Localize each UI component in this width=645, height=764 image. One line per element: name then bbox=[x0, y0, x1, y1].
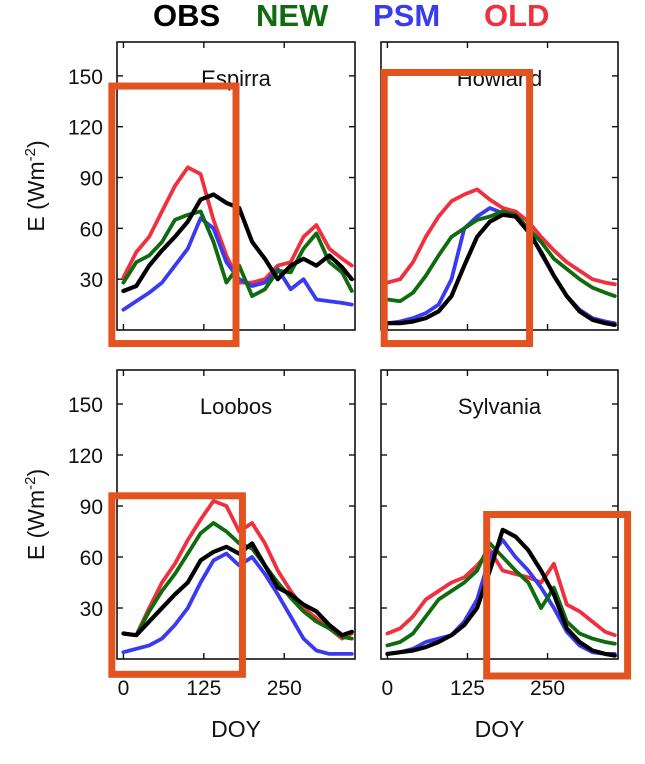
series-line-psm bbox=[121, 551, 354, 656]
legend: OBS NEW PSM OLD bbox=[0, 0, 645, 36]
panel-title: Loobos bbox=[200, 394, 272, 419]
x-tick-label: 125 bbox=[450, 677, 485, 700]
series-group bbox=[385, 187, 617, 327]
x-tick-label: 250 bbox=[530, 677, 565, 700]
y-tick-label: 150 bbox=[68, 394, 103, 417]
y-tick-label: 120 bbox=[68, 117, 103, 140]
panel-frame bbox=[116, 369, 356, 660]
series-line-new bbox=[121, 521, 354, 641]
legend-old: OLD bbox=[484, 0, 550, 33]
legend-new: NEW bbox=[256, 0, 329, 33]
legend-psm: PSM bbox=[373, 0, 441, 33]
series-line-psm bbox=[385, 538, 617, 656]
series-line-old bbox=[385, 548, 617, 638]
x-tick-label: 0 bbox=[118, 677, 130, 700]
y-axis-label: E (Wm-2) bbox=[22, 140, 49, 231]
y-tick-label: 60 bbox=[80, 218, 103, 241]
y-tick-label: 90 bbox=[80, 168, 103, 191]
y-tick-label: 120 bbox=[68, 445, 103, 468]
x-tick-label: 250 bbox=[267, 677, 302, 700]
y-tick-label: 90 bbox=[80, 496, 103, 519]
highlight-box bbox=[380, 68, 534, 348]
series-line-old bbox=[385, 187, 617, 287]
y-tick-label: 150 bbox=[68, 66, 103, 89]
series-line-new bbox=[385, 541, 617, 648]
x-axis-label: DOY bbox=[211, 716, 261, 742]
series-line-obs bbox=[385, 527, 617, 658]
series-group bbox=[385, 527, 617, 658]
x-tick-label: 0 bbox=[382, 677, 394, 700]
highlight-box bbox=[108, 82, 240, 348]
legend-obs: OBS bbox=[153, 0, 221, 33]
y-tick-label: 30 bbox=[80, 269, 103, 292]
series-line-new bbox=[385, 209, 617, 304]
series-line-psm bbox=[385, 206, 617, 326]
x-tick-label: 125 bbox=[186, 677, 221, 700]
highlight-box bbox=[483, 511, 632, 680]
panel-1: Howland bbox=[380, 41, 619, 348]
series-line-obs bbox=[385, 212, 617, 327]
y-axis-label: E (Wm-2) bbox=[22, 469, 49, 560]
y-tick-label: 30 bbox=[80, 598, 103, 621]
y-tick-label: 60 bbox=[80, 547, 103, 570]
highlight-box bbox=[108, 492, 246, 678]
series-line-old bbox=[121, 498, 354, 641]
panel-title: Sylvania bbox=[458, 394, 542, 419]
panel-3: 0 125 250 Sylvania DOY bbox=[380, 369, 632, 742]
series-group bbox=[121, 498, 354, 656]
x-axis-label: DOY bbox=[475, 716, 525, 742]
panel-2: 30 60 90 120 150 0 125 250 Loobos DOY E (Wm-2) bbox=[22, 369, 356, 742]
